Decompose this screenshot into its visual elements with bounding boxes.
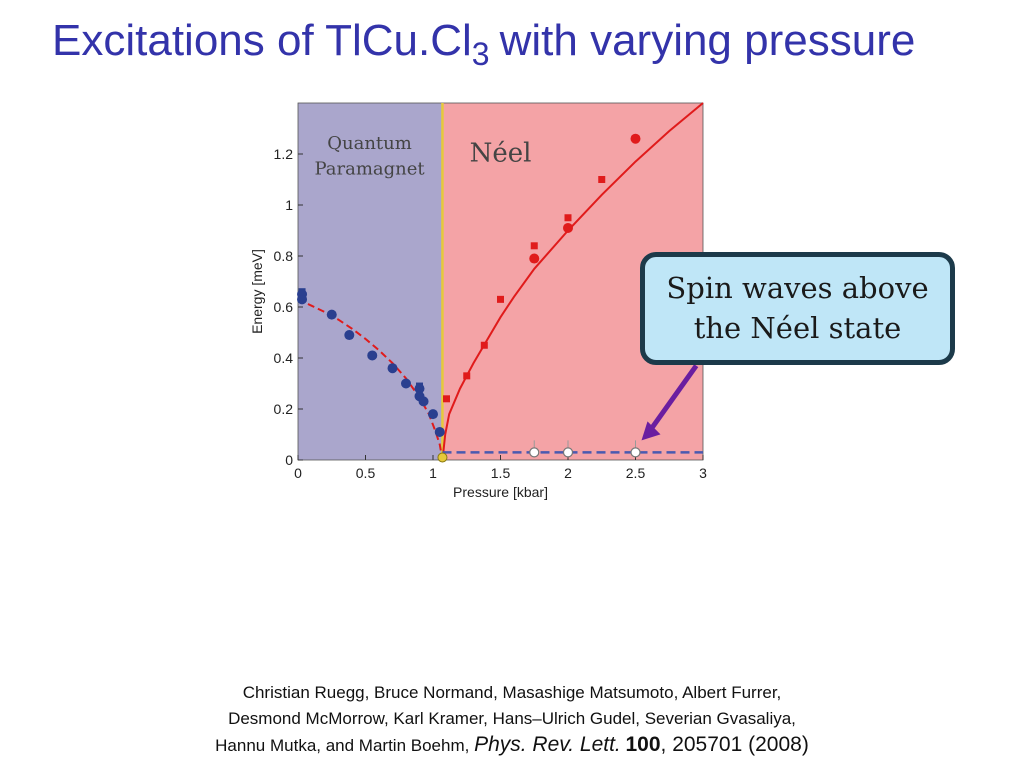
neel-data-point (529, 253, 540, 264)
y-tick-label: 0.2 (274, 401, 294, 417)
qpm-label-line-2: Paramagnet (314, 158, 425, 179)
x-tick-label: 2 (564, 465, 572, 481)
neel-square-point (463, 372, 471, 380)
citation-pages-year: , 205701 (2008) (660, 733, 809, 756)
neel-square-point (598, 176, 606, 183)
slide-title: Excitations of TlCu.Cl3 with varying pres… (52, 16, 916, 72)
y-tick-label: 0.8 (274, 248, 294, 264)
qpm-data-point (428, 409, 438, 420)
x-axis-label: Pressure [kbar] (453, 484, 548, 500)
y-axis-label: Energy [meV] (249, 249, 265, 334)
spin-wave-point (562, 447, 574, 458)
y-tick-label: 1.2 (274, 146, 294, 162)
citation-journal: Phys. Rev. Lett. (474, 733, 621, 756)
spin-wave-point (630, 447, 641, 458)
citation: Christian Ruegg, Bruce Normand, Masashig… (0, 680, 1024, 759)
y-tick-label: 0.6 (274, 299, 294, 315)
spin-wave-point (529, 447, 540, 458)
callout-line-2: the Néel state (693, 310, 902, 345)
qpm-data-point (344, 330, 355, 341)
spin-waves-callout: Spin waves above the Néel state (640, 252, 955, 365)
x-tick-label: 0 (294, 465, 302, 481)
neel-square-point (564, 214, 572, 222)
y-tick-label: 0.4 (274, 350, 294, 366)
neel-square-point (497, 295, 504, 303)
callout-line-1: Spin waves above (666, 271, 929, 306)
title-rest: with varying pressure (499, 16, 916, 65)
neel-fit-curve (441, 102, 704, 461)
qpm-square-point (298, 288, 306, 296)
qpm-fit-curve (297, 298, 444, 461)
x-tick-label: 1 (429, 465, 437, 481)
x-tick-label: 1.5 (491, 465, 511, 481)
callout-arrow-head (641, 421, 661, 441)
y-tick-label: 0 (285, 452, 293, 468)
citation-line-2: Desmond McMorrow, Karl Kramer, Hans–Ulri… (228, 709, 796, 728)
title-main: Excitations of TlCu.Cl (52, 16, 472, 65)
critical-point (437, 452, 448, 463)
neel-data-point (630, 133, 641, 144)
qpm-data-point (367, 350, 378, 361)
qpm-data-point (387, 363, 398, 374)
qpm-data-point (297, 294, 308, 305)
qpm-data-point (418, 396, 429, 407)
qpm-data-point (326, 309, 337, 320)
citation-line-3: Hannu Mutka, and Martin Boehm, Phys. Rev… (0, 732, 1024, 759)
citation-line-1: Christian Ruegg, Bruce Normand, Masashig… (242, 683, 782, 702)
x-tick-label: 2.5 (626, 465, 646, 481)
qpm-region (298, 103, 443, 460)
neel-square-point (530, 242, 538, 250)
qpm-square-point (416, 382, 423, 390)
citation-volume: 100 (625, 733, 661, 756)
neel-data-point (563, 222, 573, 233)
x-tick-label: 0.5 (356, 465, 376, 481)
title-subscript: 3 (471, 36, 490, 72)
neel-square-point (480, 341, 488, 349)
qpm-data-point (401, 378, 411, 389)
callout-arrow-shaft (647, 364, 699, 433)
neel-label: Néel (470, 139, 532, 169)
citation-authors-end: Hannu Mutka, and Martin Boehm, (215, 736, 470, 755)
qpm-label-line-1: Quantum (327, 133, 412, 154)
qpm-data-point (434, 426, 445, 437)
x-tick-label: 3 (699, 465, 707, 481)
neel-square-point (443, 395, 450, 403)
y-tick-label: 1 (285, 197, 293, 213)
